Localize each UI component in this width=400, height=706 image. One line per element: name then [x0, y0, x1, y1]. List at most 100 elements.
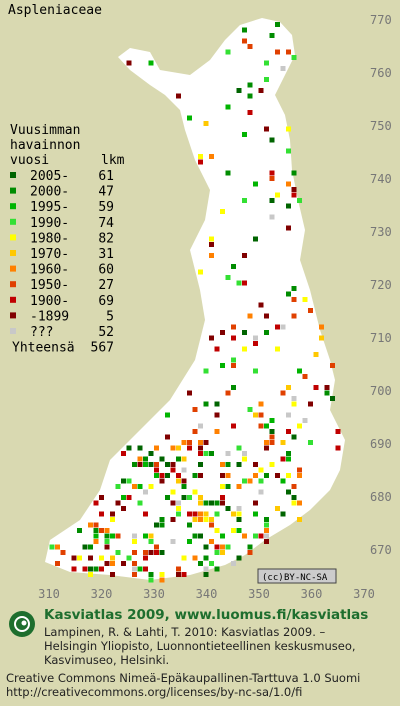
observation-dot [165, 412, 170, 418]
observation-dot [176, 506, 181, 511]
observation-dot [220, 544, 225, 550]
citation-line: Lampinen, R. & Lahti, T. 2010: Kasviatla… [44, 625, 326, 639]
observation-dot [209, 154, 214, 159]
y-tick-label: 670 [370, 543, 392, 557]
observation-dot [187, 511, 192, 517]
observation-dot [286, 385, 291, 390]
legend-total-label: Yhteensä [12, 341, 75, 356]
observation-dot [77, 555, 82, 561]
legend-label: 1970- [30, 247, 69, 262]
observation-dot [258, 88, 264, 93]
observation-dot [236, 484, 242, 489]
legend-swatch [10, 187, 16, 194]
observation-dot [176, 566, 181, 572]
legend-count: 82 [98, 231, 114, 246]
observation-dot [93, 528, 99, 533]
observation-dot [242, 533, 247, 539]
observation-dot [291, 297, 297, 302]
observation-dot [253, 181, 258, 187]
observation-dot [187, 440, 192, 445]
observation-dot [269, 137, 275, 143]
legend-label: 1900- [30, 294, 69, 309]
observation-dot [275, 324, 280, 330]
observation-dot [236, 555, 242, 561]
observation-dot [291, 286, 297, 291]
observation-dot [203, 451, 209, 456]
observation-dot [280, 511, 286, 517]
observation-dot [137, 484, 143, 489]
observation-dot [214, 500, 220, 506]
observation-dot [291, 401, 297, 407]
observation-dot [121, 506, 126, 511]
observation-dot [88, 572, 93, 577]
observation-dot [220, 484, 225, 489]
observation-dot [192, 511, 198, 517]
observation-dot [242, 38, 247, 44]
observation-dot [187, 445, 192, 451]
observation-dot [220, 495, 225, 500]
observation-dot [291, 434, 297, 440]
observation-dot [258, 533, 264, 539]
observation-dot [225, 275, 231, 280]
observation-dot [209, 517, 214, 522]
observation-dot [99, 566, 104, 572]
observation-dot [154, 544, 159, 550]
observation-dot [297, 473, 302, 478]
observation-dot [148, 572, 154, 577]
observation-dot [280, 390, 286, 396]
observation-dot [225, 49, 231, 55]
observation-dot [88, 544, 93, 550]
observation-dot [165, 434, 170, 440]
observation-dot [198, 451, 203, 456]
observation-dot [286, 148, 291, 154]
observation-dot [264, 313, 269, 319]
observation-dot [126, 445, 132, 451]
observation-dot [198, 154, 203, 159]
observation-dot [110, 517, 115, 522]
observation-dot [242, 280, 247, 286]
legend-swatch [10, 218, 16, 225]
observation-dot [203, 401, 209, 407]
license-badge: (cc) BY-NC-SA [257, 568, 337, 584]
observation-dot [225, 170, 231, 176]
observation-dot [247, 407, 253, 412]
observation-dot [132, 566, 137, 572]
observation-dot [253, 341, 258, 346]
observation-dot [253, 462, 258, 467]
y-tick-label: 680 [370, 490, 392, 504]
observation-dot [247, 44, 253, 49]
observation-dot [154, 445, 159, 451]
observation-dot [198, 445, 203, 451]
observation-dot [286, 473, 291, 478]
legend-label: 1960- [30, 263, 69, 278]
observation-dot [231, 357, 236, 363]
observation-dot [236, 445, 242, 451]
observation-dot [181, 478, 187, 484]
observation-dot [264, 517, 269, 522]
observation-dot [269, 176, 275, 181]
observation-dot [159, 517, 165, 522]
legend-column: lkm [101, 153, 125, 168]
y-tick-label: 700 [370, 384, 392, 398]
observation-dot [214, 401, 220, 407]
observation-dot [104, 539, 110, 544]
y-tick-label: 750 [370, 119, 392, 133]
observation-dot [176, 500, 181, 506]
observation-dot [308, 401, 313, 407]
observation-dot [209, 242, 214, 247]
observation-dot [198, 269, 203, 275]
observation-dot [170, 517, 176, 522]
observation-dot [110, 511, 115, 517]
observation-dot [242, 198, 247, 203]
observation-dot [132, 561, 137, 566]
observation-dot [198, 440, 203, 445]
observation-dot [247, 110, 253, 115]
observation-dot [121, 451, 126, 456]
axis-labels: 670 680 690 700 710 720 730 740 750 760 770 310 320 3… [38, 13, 392, 601]
observation-dot [198, 495, 203, 500]
observation-dot [99, 528, 104, 533]
observation-dot [203, 566, 209, 572]
observation-dot [181, 456, 187, 462]
observation-dot [253, 236, 258, 242]
observation-dot [71, 566, 77, 572]
